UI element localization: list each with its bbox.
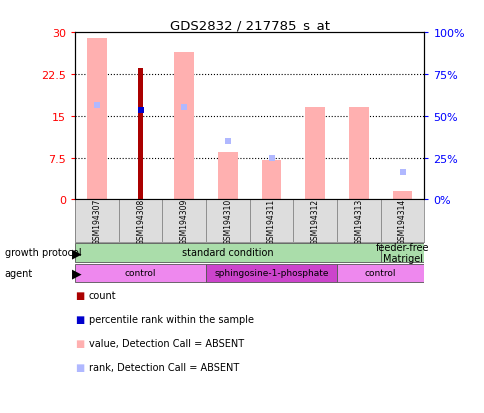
Text: ■: ■ (75, 290, 84, 300)
Text: GSM194312: GSM194312 (310, 198, 319, 244)
Bar (75, 264, 206, 282)
Bar (336, 264, 424, 282)
Text: standard condition: standard condition (182, 248, 273, 258)
Text: ▶: ▶ (72, 266, 81, 279)
Text: control: control (364, 268, 395, 278)
Text: ▶: ▶ (72, 247, 81, 259)
Title: GDS2832 / 217785_s_at: GDS2832 / 217785_s_at (169, 19, 329, 32)
Text: rank, Detection Call = ABSENT: rank, Detection Call = ABSENT (89, 362, 239, 372)
Bar (348, 108, 368, 200)
Bar (305, 108, 324, 200)
Text: GSM194313: GSM194313 (354, 198, 363, 244)
Text: GSM194311: GSM194311 (267, 198, 275, 244)
Text: GSM194310: GSM194310 (223, 198, 232, 244)
Bar (380, 200, 424, 243)
Text: count: count (89, 290, 116, 300)
Bar (137, 69, 143, 200)
Bar (119, 200, 162, 243)
Bar (87, 38, 106, 200)
Bar (336, 200, 380, 243)
Bar (174, 52, 194, 200)
Text: GSM194314: GSM194314 (397, 198, 406, 244)
Text: agent: agent (5, 268, 33, 278)
Bar (380, 244, 424, 262)
Bar (305, 108, 324, 200)
Bar (392, 192, 411, 200)
Text: sphingosine-1-phosphate: sphingosine-1-phosphate (214, 268, 328, 278)
Bar (249, 200, 293, 243)
Bar (293, 200, 336, 243)
Text: GSM194309: GSM194309 (180, 198, 188, 244)
Text: control: control (125, 268, 156, 278)
Text: GSM194307: GSM194307 (92, 198, 101, 244)
Text: feeder-free
Matrigel: feeder-free Matrigel (375, 242, 428, 263)
Bar (348, 108, 368, 200)
Text: GSM194308: GSM194308 (136, 198, 145, 244)
Text: growth protocol: growth protocol (5, 248, 81, 258)
Bar (261, 161, 281, 200)
Bar (206, 264, 336, 282)
Bar (162, 200, 206, 243)
Text: value, Detection Call = ABSENT: value, Detection Call = ABSENT (89, 338, 243, 348)
Text: ■: ■ (75, 362, 84, 372)
Text: ■: ■ (75, 314, 84, 324)
Bar (206, 200, 249, 243)
Bar (75, 200, 119, 243)
Bar (218, 153, 237, 200)
Text: percentile rank within the sample: percentile rank within the sample (89, 314, 253, 324)
Bar (75, 244, 380, 262)
Text: ■: ■ (75, 338, 84, 348)
